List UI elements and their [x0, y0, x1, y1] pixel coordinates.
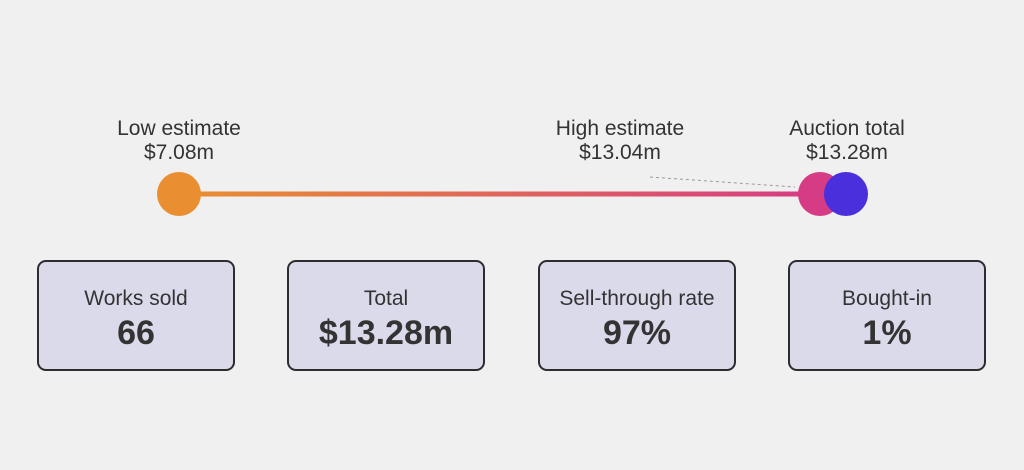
high-estimate-label: High estimate $13.04m	[556, 117, 684, 165]
low-estimate-title: Low estimate	[117, 117, 241, 140]
high-estimate-value: $13.04m	[579, 141, 661, 164]
auction-total-title: Auction total	[789, 117, 905, 140]
low-estimate-value: $7.08m	[143, 141, 215, 164]
stat-card-sell-through-rate: Sell-through rate 97%	[538, 260, 736, 371]
stat-value: $13.28m	[318, 314, 454, 352]
stat-value: 97%	[602, 314, 672, 352]
stat-label: Bought-in	[842, 287, 932, 310]
auction-total-dot	[824, 172, 868, 216]
high-estimate-leader-line	[649, 176, 796, 188]
stat-label: Works sold	[84, 287, 188, 310]
stat-card-bought-in: Bought-in 1%	[788, 260, 986, 371]
estimate-range-track	[157, 172, 868, 216]
stat-value: 1%	[862, 314, 912, 352]
auction-total-value: $13.28m	[806, 141, 888, 164]
stat-card-total: Total $13.28m	[287, 260, 485, 371]
low-estimate-label: Low estimate $7.08m	[117, 117, 241, 165]
stat-card-works-sold: Works sold 66	[37, 260, 235, 371]
stat-label: Sell-through rate	[559, 287, 715, 310]
high-estimate-title: High estimate	[555, 117, 685, 140]
auction-total-label: Auction total $13.28m	[789, 117, 905, 165]
stat-label: Total	[363, 287, 409, 310]
stat-value: 66	[117, 314, 155, 352]
low-estimate-dot	[157, 172, 201, 216]
